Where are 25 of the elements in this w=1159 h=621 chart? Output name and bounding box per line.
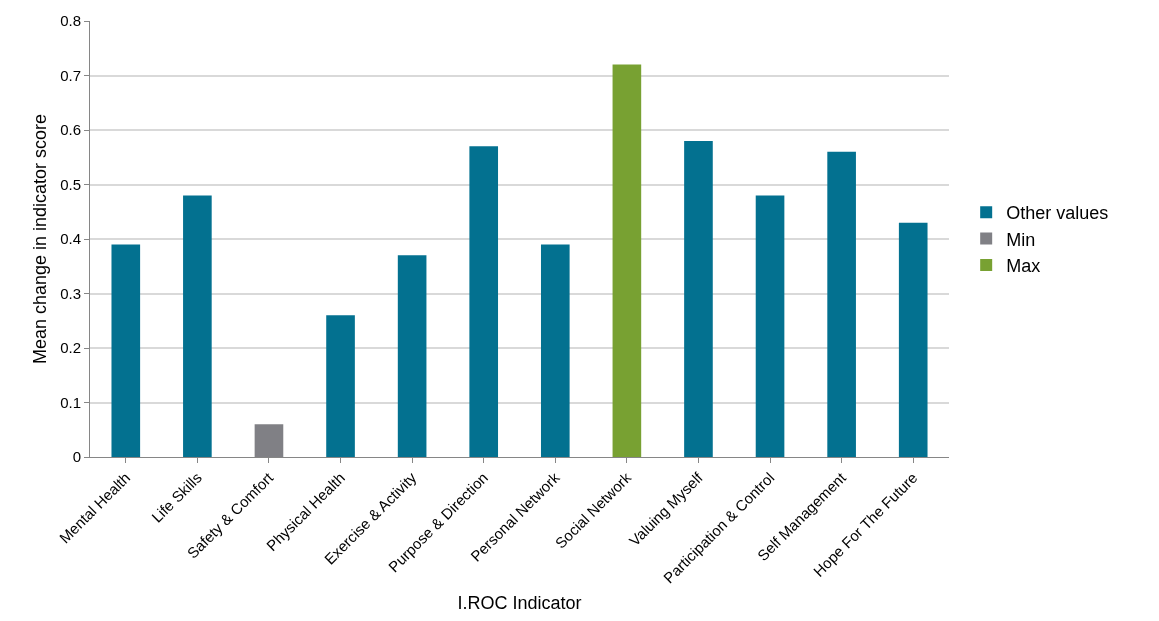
- y-tick-label: 0.7: [60, 66, 81, 84]
- y-tick-label: 0.8: [60, 12, 81, 30]
- bar: [684, 140, 713, 457]
- bar: [183, 195, 212, 457]
- bar: [397, 255, 427, 457]
- y-tick-label: 0.3: [60, 284, 81, 302]
- bar: [827, 151, 856, 457]
- y-tick-label: 0.1: [60, 393, 81, 411]
- bar: [469, 146, 499, 457]
- y-tick-label: 0.5: [60, 175, 81, 193]
- legend-label: Max: [1006, 256, 1041, 277]
- x-axis-title: I.ROC Indicator: [457, 592, 582, 613]
- bar: [111, 244, 141, 457]
- y-axis-title: Mean change in indicator score: [30, 113, 51, 365]
- bar: [898, 222, 928, 457]
- bar: [540, 244, 570, 457]
- y-tick-label: 0.4: [60, 230, 81, 248]
- legend-label: Min: [1006, 229, 1036, 250]
- bar: [326, 315, 355, 457]
- y-tick-label: 0.2: [60, 339, 81, 357]
- legend-label: Other values: [1006, 203, 1109, 224]
- bar: [755, 195, 785, 457]
- y-tick-label: 0: [72, 448, 81, 466]
- y-tick-label: 0.6: [60, 121, 81, 139]
- bar: [612, 64, 642, 457]
